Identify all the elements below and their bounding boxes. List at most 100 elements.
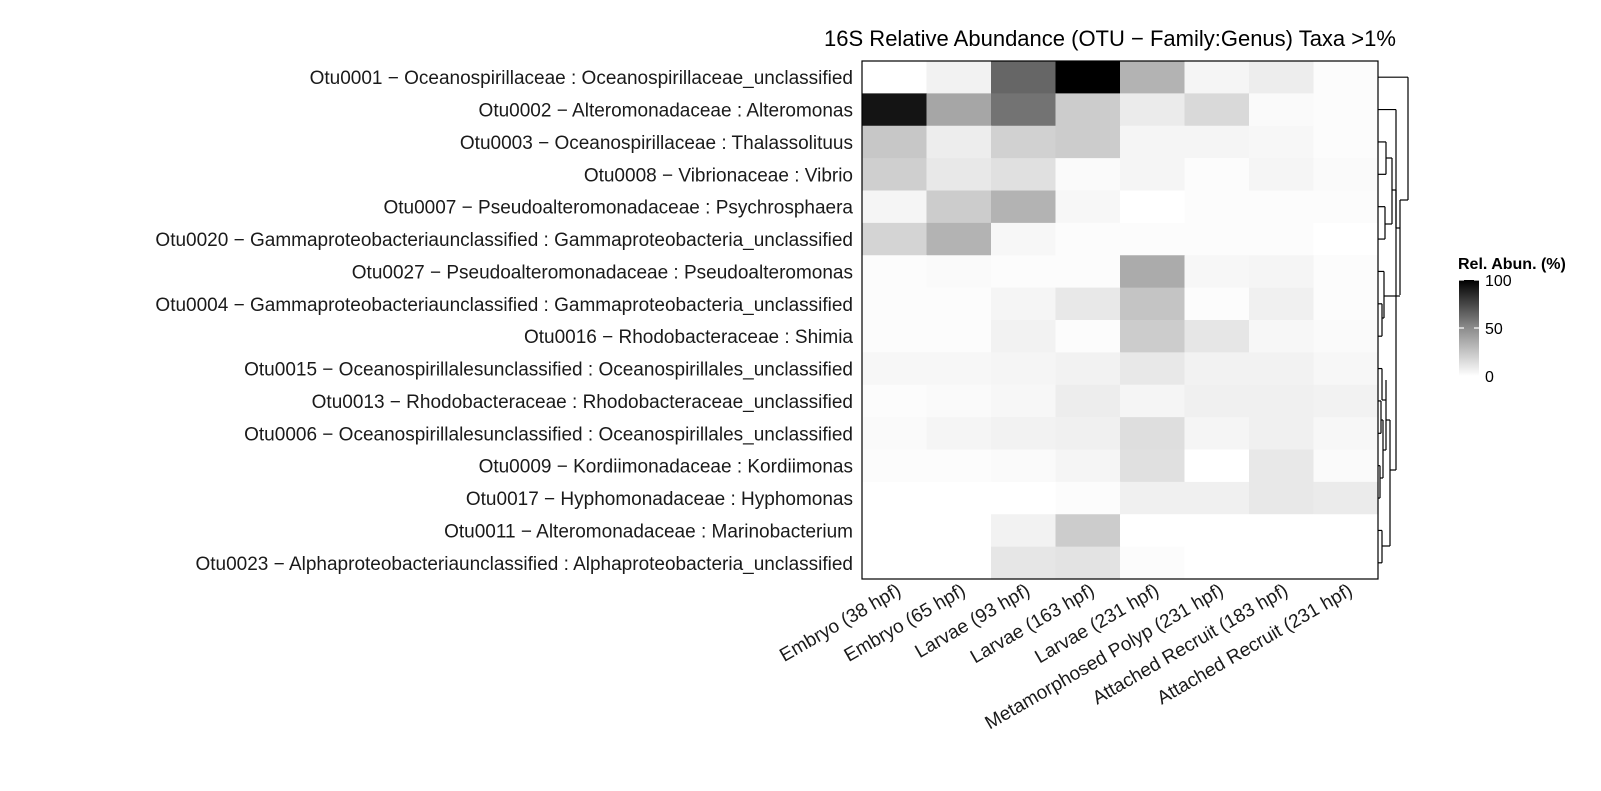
heatmap-cell: [1184, 93, 1250, 127]
heatmap-cell: [1249, 255, 1315, 289]
heatmap-cell: [1249, 158, 1315, 192]
heatmap-cell: [862, 481, 928, 515]
color-legend: Rel. Abun. (%) 100 50 0: [1458, 256, 1566, 386]
heatmap-cell: [1313, 93, 1379, 127]
heatmap-cell: [1055, 449, 1121, 483]
heatmap-cell: [1249, 320, 1315, 353]
row-label: Otu0004 − Gammaproteobacteriaunclassifie…: [155, 295, 853, 316]
heatmap-cell: [991, 222, 1057, 256]
heatmap-cell: [926, 481, 992, 515]
heatmap-cell: [926, 190, 992, 224]
heatmap-cell: [1055, 320, 1121, 353]
heatmap-cell: [1249, 61, 1315, 94]
heatmap-cell: [1313, 481, 1379, 515]
heatmap-cell: [1313, 352, 1379, 386]
heatmap-cell: [926, 93, 992, 127]
heatmap-cell: [1313, 287, 1379, 321]
heatmap-cell: [991, 546, 1057, 580]
row-labels: Otu0001 − Oceanospirillaceae : Oceanospi…: [155, 68, 853, 575]
heatmap-cell: [1313, 125, 1379, 159]
legend-tick-label: 0: [1485, 369, 1494, 386]
heatmap-cell: [991, 384, 1057, 418]
heatmap-cell: [991, 287, 1057, 321]
heatmap-cell: [1313, 449, 1379, 483]
heatmap-cell: [991, 125, 1057, 159]
heatmap-cell: [1184, 417, 1250, 451]
heatmap-cell: [862, 287, 928, 321]
heatmap-cell: [862, 125, 928, 159]
heatmap-cells: [862, 61, 1379, 580]
heatmap-cell: [1249, 384, 1315, 418]
heatmap-cell: [926, 417, 992, 451]
heatmap-cell: [1249, 546, 1315, 580]
heatmap-cell: [1120, 417, 1186, 451]
heatmap-cell: [1184, 384, 1250, 418]
heatmap-cell: [862, 514, 928, 548]
heatmap-cell: [862, 222, 928, 256]
legend-tick-label: 100: [1485, 273, 1512, 290]
row-label: Otu0002 − Alteromonadaceae : Alteromonas: [479, 101, 853, 122]
heatmap-cell: [862, 546, 928, 580]
heatmap-cell: [1120, 125, 1186, 159]
heatmap-cell: [1184, 352, 1250, 386]
heatmap-cell: [1184, 125, 1250, 159]
heatmap-cell: [1055, 514, 1121, 548]
row-label: Otu0011 − Alteromonadaceae : Marinobacte…: [444, 521, 853, 542]
heatmap-cell: [862, 158, 928, 192]
heatmap-cell: [1184, 158, 1250, 192]
heatmap-cell: [1055, 481, 1121, 515]
heatmap-cell: [1184, 320, 1250, 353]
heatmap-cell: [862, 417, 928, 451]
heatmap-cell: [991, 190, 1057, 224]
heatmap-cell: [862, 449, 928, 483]
row-label: Otu0023 − Alphaproteobacteriaunclassifie…: [195, 554, 853, 575]
heatmap-cell: [991, 255, 1057, 289]
heatmap-cell: [991, 417, 1057, 451]
heatmap-cell: [926, 125, 992, 159]
legend-colorbar: [1459, 280, 1479, 376]
heatmap-cell: [991, 352, 1057, 386]
heatmap-cell: [1249, 352, 1315, 386]
heatmap-cell: [926, 546, 992, 580]
heatmap-cell: [1184, 546, 1250, 580]
heatmap-cell: [1055, 255, 1121, 289]
heatmap-cell: [1184, 255, 1250, 289]
heatmap-cell: [1055, 61, 1121, 94]
heatmap-cell: [1055, 417, 1121, 451]
heatmap-cell: [1120, 287, 1186, 321]
chart-title: 16S Relative Abundance (OTU − Family:Gen…: [824, 26, 1396, 51]
row-label: Otu0015 − Oceanospirillalesunclassified …: [244, 360, 853, 381]
heatmap-cell: [991, 320, 1057, 353]
heatmap-cell: [1120, 546, 1186, 580]
heatmap-cell: [1184, 61, 1250, 94]
heatmap-cell: [1120, 255, 1186, 289]
heatmap-cell: [862, 93, 928, 127]
heatmap-cell: [926, 287, 992, 321]
heatmap-cell: [1055, 190, 1121, 224]
heatmap-cell: [991, 61, 1057, 94]
heatmap-cell: [1184, 514, 1250, 548]
heatmap-cell: [1120, 449, 1186, 483]
heatmap-cell: [926, 158, 992, 192]
heatmap-cell: [1120, 352, 1186, 386]
row-label: Otu0020 − Gammaproteobacteriaunclassifie…: [155, 230, 853, 251]
heatmap-cell: [1249, 417, 1315, 451]
heatmap-cell: [1184, 190, 1250, 224]
column-labels: Embryo (38 hpf)Embryo (65 hpf)Larvae (93…: [776, 580, 1356, 734]
heatmap-cell: [1120, 222, 1186, 256]
heatmap-cell: [862, 255, 928, 289]
heatmap-cell: [1120, 514, 1186, 548]
heatmap-cell: [862, 320, 928, 353]
row-label: Otu0027 − Pseudoalteromonadaceae : Pseud…: [352, 262, 853, 283]
heatmap-cell: [926, 255, 992, 289]
row-label: Otu0008 − Vibrionaceae : Vibrio: [584, 165, 853, 186]
heatmap-cell: [1249, 287, 1315, 321]
legend-title: Rel. Abun. (%): [1458, 256, 1566, 273]
row-label: Otu0006 − Oceanospirillalesunclassified …: [244, 424, 853, 445]
heatmap-cell: [1055, 125, 1121, 159]
heatmap-cell: [1120, 190, 1186, 224]
row-label: Otu0007 − Pseudoalteromonadaceae : Psych…: [383, 198, 853, 219]
row-label: Otu0016 − Rhodobacteraceae : Shimia: [524, 327, 853, 348]
heatmap-cell: [1184, 287, 1250, 321]
